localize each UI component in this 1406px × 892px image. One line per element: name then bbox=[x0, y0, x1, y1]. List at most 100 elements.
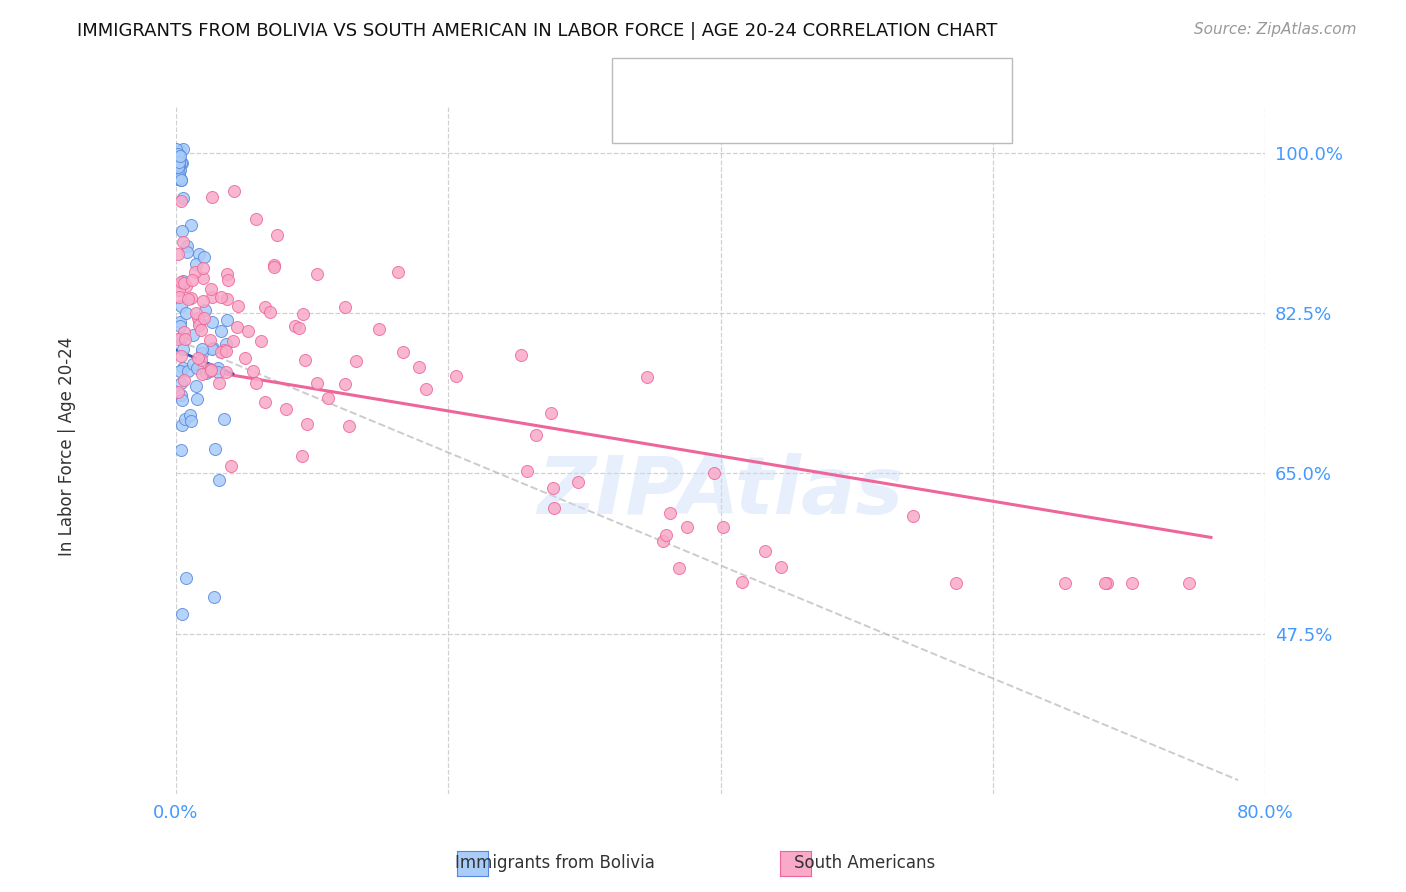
Point bbox=[516, 464, 538, 478]
Point bbox=[191, 294, 214, 309]
Point bbox=[165, 156, 187, 170]
Point bbox=[167, 332, 190, 346]
Point bbox=[198, 362, 221, 376]
Point bbox=[170, 224, 193, 238]
Point bbox=[1094, 576, 1116, 591]
Point bbox=[167, 147, 190, 161]
Point bbox=[193, 270, 215, 285]
Point bbox=[169, 171, 191, 186]
Point bbox=[180, 413, 202, 427]
Point bbox=[174, 412, 197, 426]
Point bbox=[209, 290, 232, 304]
Point bbox=[165, 142, 187, 156]
Point bbox=[173, 325, 195, 339]
Point bbox=[187, 311, 209, 326]
Point bbox=[188, 318, 211, 333]
Text: In Labor Force | Age 20-24: In Labor Force | Age 20-24 bbox=[59, 336, 76, 556]
Point bbox=[208, 376, 231, 390]
Point bbox=[543, 501, 565, 516]
Point bbox=[201, 342, 224, 356]
Point bbox=[170, 442, 193, 457]
Point bbox=[337, 419, 360, 434]
Point bbox=[208, 473, 231, 487]
Point bbox=[200, 333, 222, 347]
Point bbox=[170, 194, 193, 208]
Point bbox=[1097, 576, 1119, 591]
Text: ZIPAtlas: ZIPAtlas bbox=[537, 452, 904, 531]
Point bbox=[245, 212, 267, 227]
Point bbox=[186, 392, 208, 407]
Point bbox=[524, 427, 547, 442]
Point bbox=[167, 151, 190, 165]
Point bbox=[169, 163, 191, 178]
Point bbox=[180, 218, 202, 232]
Point bbox=[184, 306, 207, 320]
Point bbox=[333, 301, 356, 315]
Point bbox=[222, 334, 245, 348]
Point bbox=[215, 344, 238, 359]
Point bbox=[177, 292, 200, 306]
Point bbox=[294, 353, 316, 368]
Point bbox=[668, 561, 690, 575]
Point bbox=[226, 319, 249, 334]
Point bbox=[186, 360, 208, 375]
Point bbox=[170, 376, 193, 390]
Point bbox=[176, 244, 198, 259]
Point bbox=[222, 184, 245, 198]
Text: Immigrants from Bolivia: Immigrants from Bolivia bbox=[456, 854, 655, 871]
Point bbox=[652, 534, 675, 549]
Point bbox=[166, 171, 188, 186]
Point bbox=[233, 351, 256, 366]
Point bbox=[703, 467, 725, 481]
Point bbox=[172, 275, 194, 289]
Point bbox=[167, 155, 190, 169]
Point bbox=[166, 169, 188, 183]
Point bbox=[754, 544, 776, 558]
Point bbox=[187, 314, 209, 328]
Point bbox=[167, 246, 190, 260]
Point bbox=[181, 358, 204, 372]
Point bbox=[263, 260, 285, 274]
Point bbox=[173, 276, 195, 290]
Point bbox=[167, 168, 190, 182]
Point bbox=[169, 169, 191, 183]
Point bbox=[266, 227, 288, 242]
Point bbox=[344, 354, 367, 368]
Point bbox=[181, 327, 204, 342]
Point bbox=[316, 391, 339, 405]
Point bbox=[209, 344, 232, 359]
Point bbox=[567, 475, 589, 490]
Point bbox=[191, 367, 214, 381]
Point bbox=[172, 191, 194, 205]
Point bbox=[200, 282, 222, 296]
Point bbox=[169, 158, 191, 172]
Point bbox=[180, 273, 202, 287]
Point bbox=[184, 379, 207, 393]
Point bbox=[187, 351, 209, 365]
Point bbox=[201, 190, 224, 204]
Point bbox=[167, 149, 190, 163]
Point bbox=[170, 417, 193, 432]
Point bbox=[179, 409, 201, 423]
Point bbox=[295, 417, 318, 431]
Point bbox=[169, 318, 191, 333]
Point bbox=[167, 154, 190, 169]
Point bbox=[167, 161, 190, 176]
Point bbox=[170, 607, 193, 621]
Point bbox=[169, 148, 191, 162]
Point bbox=[368, 321, 391, 335]
Point bbox=[193, 311, 215, 326]
Point bbox=[250, 334, 273, 348]
Point bbox=[165, 160, 187, 174]
Point bbox=[1178, 576, 1201, 591]
Point bbox=[636, 370, 658, 384]
Point bbox=[1121, 576, 1143, 591]
Point bbox=[191, 342, 214, 356]
Point bbox=[218, 273, 240, 287]
Point bbox=[169, 143, 191, 157]
Point bbox=[166, 169, 188, 184]
Point bbox=[291, 307, 314, 321]
Point bbox=[166, 158, 188, 172]
Point bbox=[731, 574, 754, 589]
Point bbox=[287, 321, 309, 335]
